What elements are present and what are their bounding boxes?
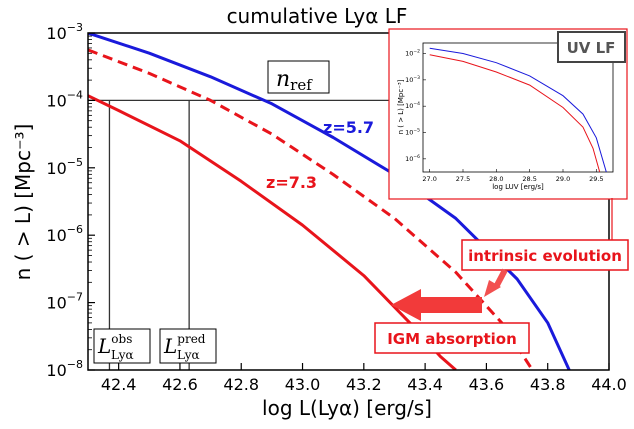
- x-tick-label: 44.0: [591, 375, 627, 394]
- l-pred-box: [159, 328, 217, 364]
- inset-y-tick-label: 10−6: [405, 154, 420, 163]
- inset-x-tick-label: 27.0: [422, 175, 436, 183]
- annotations: intrinsic evolution IGM absorption: [374, 198, 629, 354]
- x-tick-label: 43.8: [530, 375, 566, 394]
- x-axis-label: log L(Lyα) [erg/s]: [262, 396, 432, 420]
- series-label-z73: z=7.3: [266, 173, 317, 192]
- intrinsic-label: intrinsic evolution: [468, 247, 622, 265]
- inset-y-tick-label: 10−5: [405, 128, 420, 137]
- y-tick-label: 10−5: [46, 156, 83, 178]
- l-obs-box: [93, 328, 151, 364]
- series-line-0: [88, 33, 571, 370]
- inset-x-tick-label: 29.0: [556, 175, 570, 183]
- y-axis-label: n ( > L) [Mpc⁻³]: [11, 124, 35, 281]
- y-tick-label: 10−6: [46, 223, 83, 245]
- inset-x-tick-label: 28.5: [522, 175, 536, 183]
- y-tick-label: 10−8: [46, 358, 83, 380]
- intrinsic-arrow-head: [484, 280, 501, 297]
- x-tick-label: 42.8: [223, 375, 259, 394]
- inset-y-axis-label: n ( > L) [Mpc⁻³]: [397, 79, 405, 134]
- inset-series-line-0: [429, 47, 607, 172]
- inset-series-line-1: [429, 54, 601, 172]
- inset-curves: [429, 47, 607, 172]
- igm-arrow-shaft: [420, 297, 482, 313]
- x-tick-label: 43.0: [285, 375, 321, 394]
- inset-y-tick-label: 10−3: [405, 75, 420, 84]
- inset-x-axis-label: log LUV [erg/s]: [492, 183, 544, 191]
- inset-x-tick-label: 28.0: [489, 175, 503, 183]
- series-line-1: [88, 48, 534, 370]
- chart-title: cumulative Lyα LF: [227, 4, 408, 28]
- inset-x-tick-label: 27.5: [456, 175, 470, 183]
- n-ref-label: nref: [276, 67, 313, 94]
- inset-y-tick-label: 10−4: [405, 101, 420, 110]
- inset-y-tick-label: 10−2: [405, 49, 420, 58]
- igm-box: [374, 322, 530, 354]
- igm-arrow-head: [391, 289, 421, 321]
- x-tick-label: 43.2: [346, 375, 382, 394]
- inset-plot: 27.0 27.5 28.0 28.5 29.0 29.5 10−2 10−3 10−4 10−5…: [388, 28, 628, 200]
- inset-title-box: [557, 31, 626, 63]
- inset-title: UV LF: [567, 39, 616, 57]
- y-tick-label: 10−7: [46, 291, 83, 313]
- x-tick-label: 43.4: [407, 375, 443, 394]
- intrinsic-box: [461, 239, 629, 271]
- series-label-z57: z=5.7: [323, 118, 374, 137]
- x-tick-label: 43.6: [469, 375, 505, 394]
- intrinsic-arrow-shaft: [493, 268, 508, 289]
- x-tick-label: 42.6: [162, 375, 198, 394]
- l-pred-label: Lpred Lyα: [163, 332, 206, 362]
- main-plot: 42.4 42.6 42.8 43.0 43.2 43.4 43.6 43.8 44.0 10−3…: [46, 21, 626, 394]
- x-tick-label: 42.4: [101, 375, 137, 394]
- y-tick-label: 10−3: [46, 21, 83, 43]
- igm-label: IGM absorption: [387, 330, 517, 348]
- l-obs-label: Lobs Lyα: [97, 332, 134, 362]
- y-tick-label: 10−4: [46, 88, 83, 110]
- inset-axes: [422, 42, 614, 173]
- inset-x-tick-label: 29.5: [589, 175, 603, 183]
- n-ref-box: [267, 60, 330, 94]
- plot-frame: [87, 32, 610, 371]
